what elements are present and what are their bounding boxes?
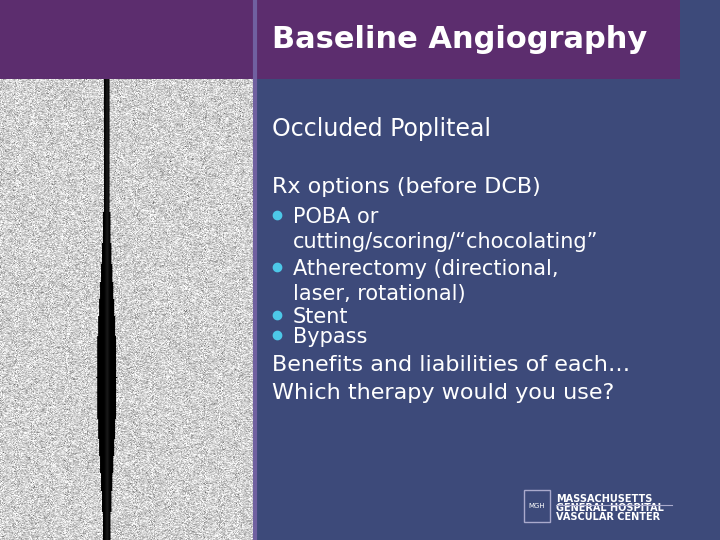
Text: Occluded Popliteal: Occluded Popliteal [272,117,491,141]
Text: Atherectomy (directional,
laser, rotational): Atherectomy (directional, laser, rotatio… [292,259,558,304]
Bar [255,79,680,540]
Text: GENERAL HOSPITAL: GENERAL HOSPITAL [556,503,664,513]
Text: Stent: Stent [292,307,348,327]
Text: POBA or
cutting/scoring/“chocolating”: POBA or cutting/scoring/“chocolating” [292,207,598,252]
Text: Which therapy would you use?: Which therapy would you use? [272,383,614,403]
Text: Benefits and liabilities of each…: Benefits and liabilities of each… [272,355,630,375]
Bar [0,0,255,79]
Text: Rx options (before DCB): Rx options (before DCB) [272,177,541,197]
Bar [0,0,255,540]
Bar [255,0,680,79]
Text: VASCULAR CENTER: VASCULAR CENTER [556,512,660,522]
Bar [524,490,550,522]
Text: Bypass: Bypass [292,327,367,347]
Text: Baseline Angiography: Baseline Angiography [272,25,647,54]
Text: MASSACHUSETTS: MASSACHUSETTS [556,494,652,504]
Text: MGH: MGH [528,503,545,509]
